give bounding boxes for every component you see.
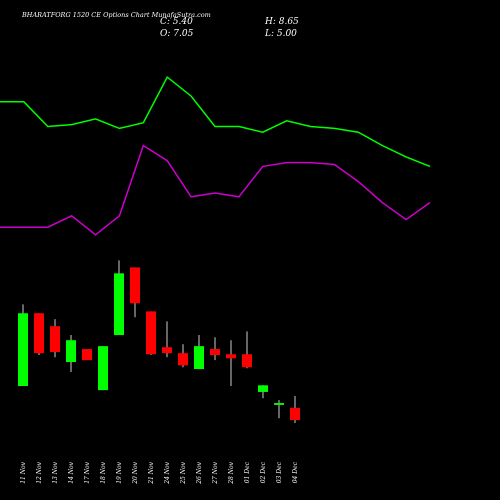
close-label: C: 5.40 [160, 17, 193, 27]
x-tick-label: 04 Dec [292, 461, 299, 483]
x-tick-label: 14 Nov [68, 461, 75, 483]
indicator-line [0, 144, 431, 236]
candle-body [226, 354, 236, 359]
x-tick-label: 26 Nov [196, 461, 203, 484]
candle-body [50, 326, 60, 353]
x-tick-label: 20 Nov [132, 461, 139, 484]
candle-body [66, 340, 76, 363]
candle-body [194, 346, 204, 370]
candle-body [290, 407, 300, 421]
candle-body [34, 313, 44, 354]
x-tick-label: 12 Nov [36, 461, 43, 483]
indicator-line [0, 75, 431, 168]
x-tick-label: 02 Dec [260, 461, 267, 483]
high-label: H: 8.65 [264, 17, 299, 27]
candle-body [258, 385, 268, 392]
candle-body [130, 267, 140, 304]
candle-body [210, 349, 220, 355]
candle-body [98, 346, 108, 391]
low-label: L: 5.00 [264, 29, 297, 39]
candle-body [242, 354, 252, 368]
x-tick-label: 27 Nov [212, 461, 219, 484]
x-tick-label: 17 Nov [84, 461, 91, 483]
candle-body [114, 273, 124, 336]
open-label: O: 7.05 [160, 29, 194, 39]
x-tick-label: 21 Nov [148, 461, 155, 484]
x-tick-label: 01 Dec [244, 461, 251, 483]
x-tick-label: 24 Nov [164, 461, 171, 484]
x-tick-label: 18 Nov [100, 461, 107, 483]
x-tick-label: 13 Nov [52, 461, 59, 483]
x-tick-label: 11 Nov [20, 461, 27, 483]
chart-title: BHARATFORG 1520 CE Options Chart MunafaS… [21, 11, 211, 19]
candle-body [162, 347, 172, 354]
candle-body [178, 353, 188, 366]
candle-body [274, 403, 284, 405]
x-tick-label: 03 Dec [276, 461, 283, 483]
candle-body [82, 349, 92, 361]
candle-body [18, 313, 28, 387]
x-tick-label: 25 Nov [180, 461, 187, 484]
x-tick-label: 19 Nov [116, 461, 123, 483]
x-tick-label: 28 Nov [228, 461, 235, 484]
candle-body [146, 311, 156, 355]
